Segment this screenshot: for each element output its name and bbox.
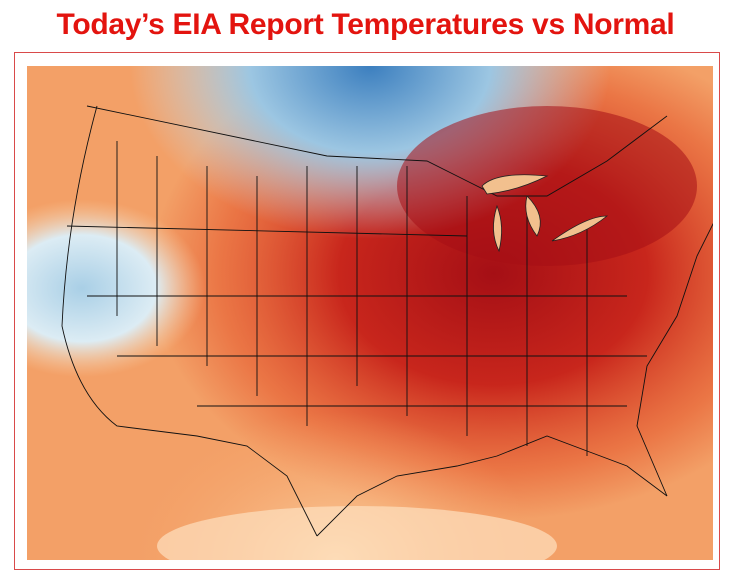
lake-superior	[481, 174, 549, 195]
map-frame	[14, 52, 720, 570]
temperature-map	[27, 66, 713, 560]
borders	[61, 105, 713, 537]
east-coast	[636, 222, 713, 497]
gulf-coast	[316, 435, 668, 537]
lake-huron	[525, 195, 541, 237]
great-lakes	[481, 174, 609, 253]
title: Today’s EIA Report Temperatures vs Norma…	[56, 8, 675, 41]
west-coast	[61, 105, 318, 537]
gulf-area	[157, 506, 557, 560]
state-parallel-lines	[66, 225, 647, 407]
us-canada-border	[86, 105, 668, 197]
lake-michigan	[493, 204, 502, 253]
hot-core	[397, 106, 697, 266]
lake-erie	[551, 215, 609, 242]
